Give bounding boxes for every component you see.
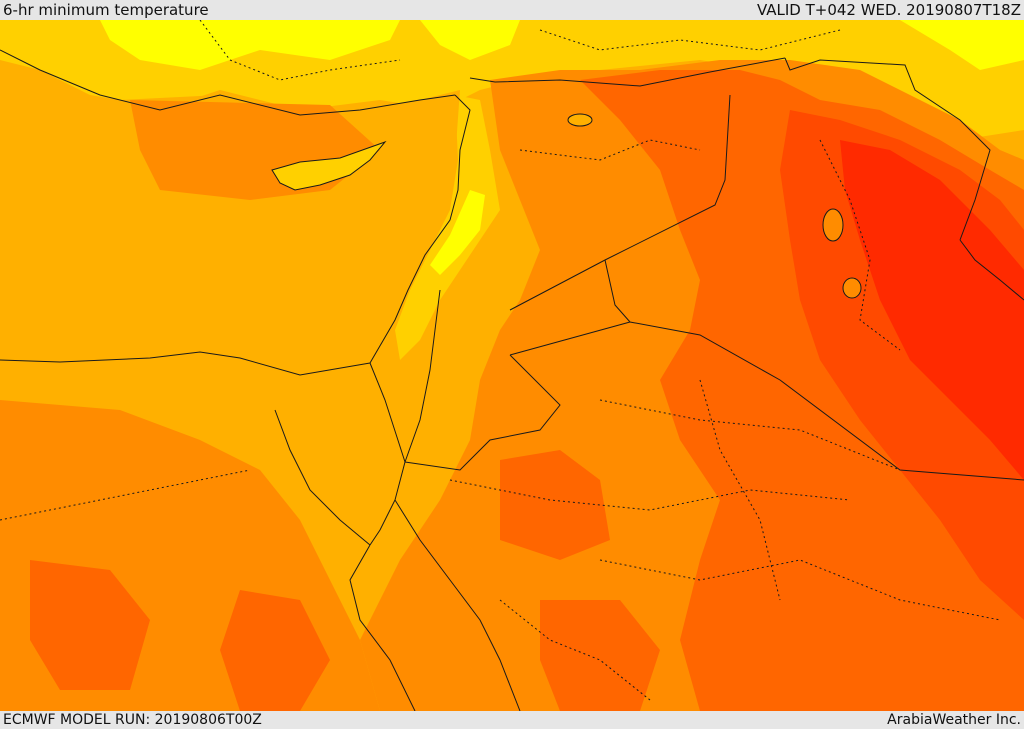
red-sea-east-coast: [394, 499, 521, 711]
temperature-map[interactable]: [0, 20, 1024, 711]
levant-yellow-strip: [395, 95, 500, 360]
extreme-red-iraq: [840, 140, 1024, 480]
internal-border-10: [539, 29, 841, 51]
jordan-south-border: [404, 354, 561, 471]
light-yellow-patches-north: [100, 20, 400, 70]
egypt-dark-orange-patches: [30, 560, 150, 690]
jordan-river: [404, 289, 441, 463]
internal-border-8: [699, 379, 781, 601]
egypt-dark-orange-patches-2: [220, 590, 330, 711]
levant-coastline: [369, 94, 471, 364]
internal-border-6: [599, 559, 1001, 621]
persian-gulf-coast: [959, 239, 1024, 301]
internal-border-3: [599, 399, 901, 471]
syria-iraq-border: [784, 57, 991, 241]
map-footer: ECMWF MODEL RUN: 20190806T00Z ArabiaWeat…: [0, 711, 1024, 729]
gulf-of-aqaba: [369, 461, 406, 546]
map-header: 6-hr minimum temperature VALID T+042 WED…: [0, 0, 1024, 20]
map-title: 6-hr minimum temperature: [3, 1, 209, 19]
internal-border-7: [499, 599, 651, 701]
red-sea-west-coast: [349, 544, 416, 711]
turkey-syria-border: [469, 57, 786, 87]
syria-east-border: [509, 94, 731, 311]
internal-border-1: [519, 139, 701, 161]
saudi-dark-orange-patch: [500, 450, 610, 560]
egypt-north-coast: [0, 351, 371, 376]
cyprus-island: [271, 140, 387, 191]
model-run-label: ECMWF MODEL RUN: 20190806T00Z: [3, 712, 262, 728]
credit-label: ArabiaWeather Inc.: [887, 712, 1021, 728]
saudi-dark-orange-patch-2: [540, 600, 660, 711]
israel-egypt-border: [369, 362, 406, 463]
turkey-south-coast: [0, 49, 456, 116]
jordan-saudi-border: [509, 321, 631, 356]
gulf-of-suez: [274, 409, 371, 546]
levant-light-yellow: [430, 190, 485, 275]
lake-razzaza: [842, 277, 862, 299]
light-yellow-patches-north-2: [420, 20, 520, 60]
internal-border-2: [819, 139, 901, 351]
light-yellow-patches-ne: [900, 20, 1024, 70]
valid-time-label: VALID T+042 WED. 20190807T18Z: [756, 1, 1021, 19]
internal-border-4: [0, 469, 251, 521]
lake-tharthar: [822, 208, 844, 242]
lake-assad: [567, 113, 593, 127]
